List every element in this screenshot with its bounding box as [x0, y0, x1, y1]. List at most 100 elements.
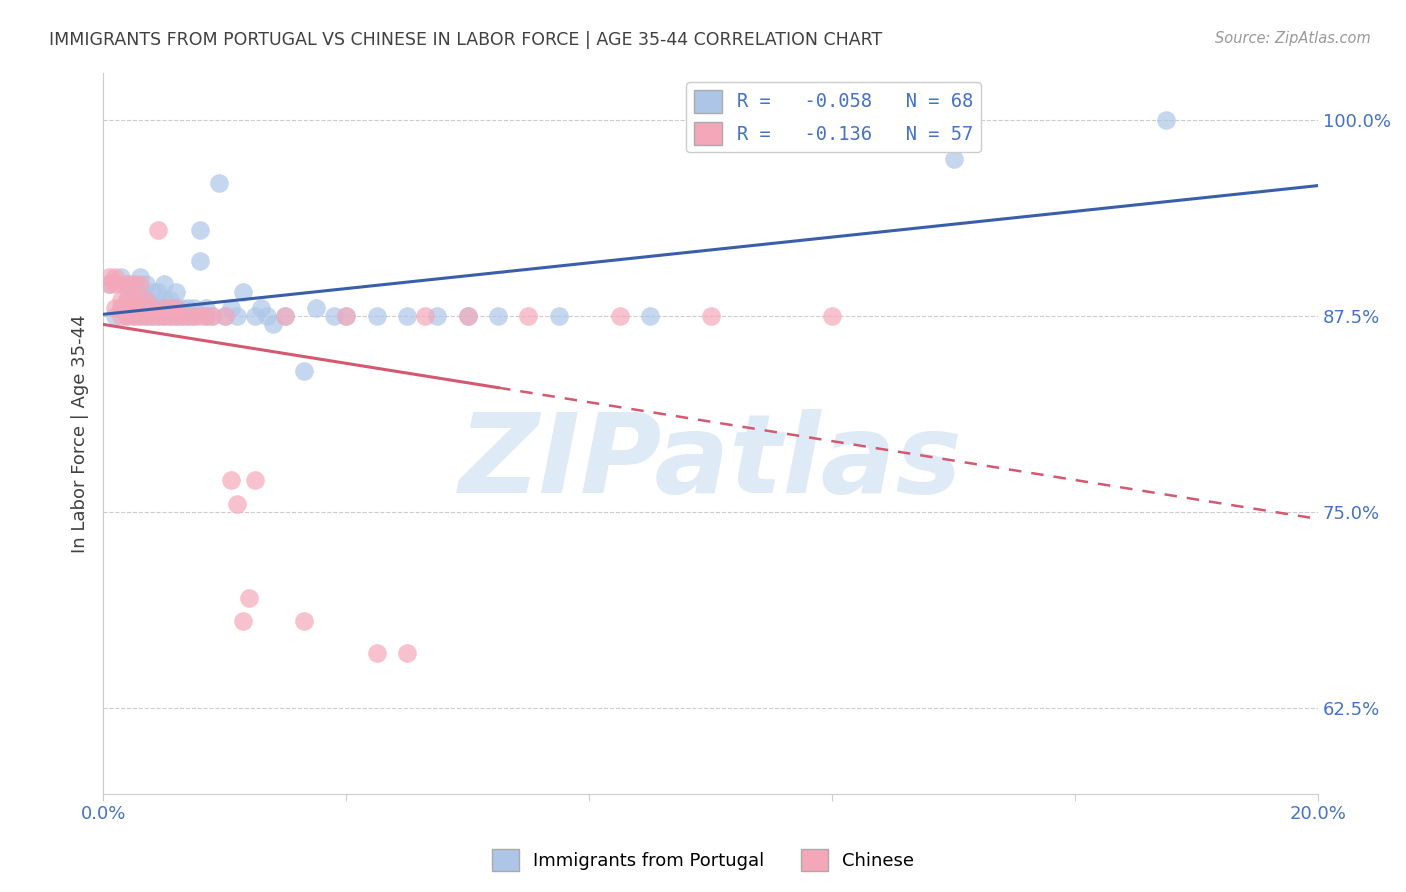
- Point: [122, 309, 145, 323]
- Point: [395, 646, 418, 660]
- Point: [141, 285, 163, 300]
- Point: [395, 309, 418, 323]
- Point: [98, 277, 121, 292]
- Point: [117, 277, 139, 292]
- Point: [366, 646, 388, 660]
- Point: [135, 309, 157, 323]
- Point: [699, 309, 721, 323]
- Point: [609, 309, 631, 323]
- Point: [110, 301, 132, 315]
- Point: [238, 591, 260, 605]
- Point: [188, 222, 211, 236]
- Point: [225, 309, 247, 323]
- Point: [172, 309, 194, 323]
- Point: [159, 309, 181, 323]
- Point: [128, 301, 150, 315]
- Point: [128, 301, 150, 315]
- Point: [214, 309, 236, 323]
- Point: [153, 293, 176, 307]
- Point: [201, 309, 224, 323]
- Point: [135, 309, 157, 323]
- Point: [146, 309, 169, 323]
- Point: [104, 277, 127, 292]
- Point: [98, 277, 121, 292]
- Point: [159, 301, 181, 315]
- Point: [122, 301, 145, 315]
- Point: [135, 293, 157, 307]
- Point: [110, 309, 132, 323]
- Point: [195, 309, 218, 323]
- Point: [243, 309, 266, 323]
- Point: [128, 309, 150, 323]
- Point: [153, 301, 176, 315]
- Point: [135, 293, 157, 307]
- Point: [219, 301, 242, 315]
- Point: [243, 473, 266, 487]
- Point: [177, 309, 200, 323]
- Point: [547, 309, 569, 323]
- Point: [122, 277, 145, 292]
- Point: [128, 285, 150, 300]
- Point: [195, 301, 218, 315]
- Point: [165, 301, 187, 315]
- Point: [188, 309, 211, 323]
- Point: [117, 293, 139, 307]
- Point: [146, 301, 169, 315]
- Point: [117, 277, 139, 292]
- Point: [183, 309, 205, 323]
- Point: [141, 309, 163, 323]
- Point: [104, 301, 127, 315]
- Legend: R =   -0.058   N = 68, R =   -0.136   N = 57: R = -0.058 N = 68, R = -0.136 N = 57: [686, 82, 981, 153]
- Point: [366, 309, 388, 323]
- Point: [122, 293, 145, 307]
- Point: [128, 277, 150, 292]
- Point: [256, 309, 278, 323]
- Point: [159, 309, 181, 323]
- Y-axis label: In Labor Force | Age 35-44: In Labor Force | Age 35-44: [72, 314, 89, 553]
- Point: [172, 301, 194, 315]
- Point: [128, 293, 150, 307]
- Point: [159, 301, 181, 315]
- Point: [141, 301, 163, 315]
- Point: [335, 309, 357, 323]
- Text: ZIPatlas: ZIPatlas: [458, 409, 963, 516]
- Point: [122, 309, 145, 323]
- Point: [110, 269, 132, 284]
- Point: [128, 269, 150, 284]
- Point: [146, 285, 169, 300]
- Point: [159, 293, 181, 307]
- Point: [214, 309, 236, 323]
- Point: [207, 176, 229, 190]
- Point: [1154, 113, 1177, 128]
- Point: [172, 309, 194, 323]
- Point: [165, 285, 187, 300]
- Point: [146, 309, 169, 323]
- Point: [177, 301, 200, 315]
- Point: [104, 309, 127, 323]
- Point: [188, 254, 211, 268]
- Point: [821, 309, 844, 323]
- Point: [274, 309, 297, 323]
- Point: [250, 301, 273, 315]
- Point: [122, 301, 145, 315]
- Point: [292, 364, 315, 378]
- Point: [274, 309, 297, 323]
- Point: [232, 615, 254, 629]
- Point: [195, 309, 218, 323]
- Point: [117, 309, 139, 323]
- Point: [141, 309, 163, 323]
- Point: [262, 317, 284, 331]
- Point: [177, 309, 200, 323]
- Point: [153, 309, 176, 323]
- Text: IMMIGRANTS FROM PORTUGAL VS CHINESE IN LABOR FORCE | AGE 35-44 CORRELATION CHART: IMMIGRANTS FROM PORTUGAL VS CHINESE IN L…: [49, 31, 883, 49]
- Point: [426, 309, 449, 323]
- Text: Source: ZipAtlas.com: Source: ZipAtlas.com: [1215, 31, 1371, 46]
- Point: [165, 309, 187, 323]
- Legend: Immigrants from Portugal, Chinese: Immigrants from Portugal, Chinese: [485, 842, 921, 879]
- Point: [153, 309, 176, 323]
- Point: [98, 269, 121, 284]
- Point: [117, 309, 139, 323]
- Point: [335, 309, 357, 323]
- Point: [165, 301, 187, 315]
- Point: [110, 301, 132, 315]
